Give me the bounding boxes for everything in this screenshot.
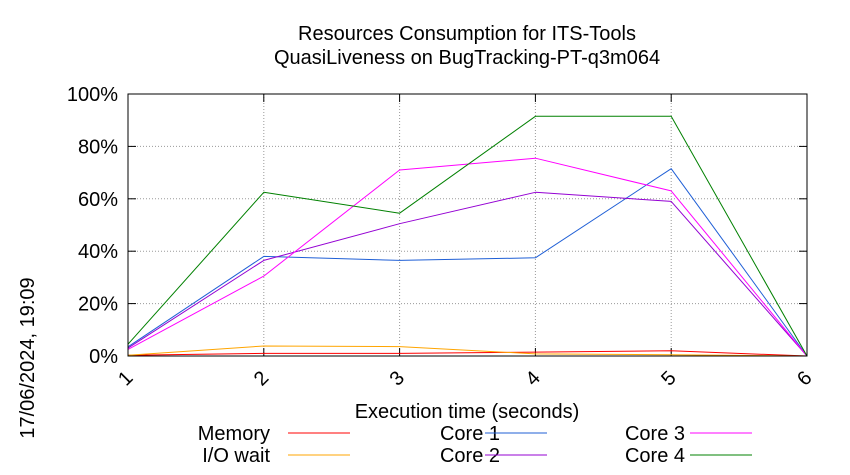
x-tick-label: 4 <box>521 367 544 390</box>
x-tick-label: 5 <box>657 367 680 390</box>
series-line-memory <box>127 350 808 357</box>
x-tick-label: 3 <box>386 367 409 390</box>
y-tick-label: 80% <box>78 136 118 158</box>
series-line-core-4 <box>127 115 808 357</box>
x-tick-label: 2 <box>250 367 273 390</box>
legend-label-core-4: Core 4 <box>625 445 685 467</box>
legend-label-core-1: Core 1 <box>440 423 500 445</box>
series-line-i-o-wait <box>127 345 808 357</box>
legend-label-core-3: Core 3 <box>625 423 685 445</box>
y-tick-label: 60% <box>78 189 118 211</box>
y-tick-label: 20% <box>78 294 118 316</box>
legend-label-core-2: Core 2 <box>440 445 500 467</box>
y-axis-ticks: 0% 20% 40% 60% 80% 100% <box>67 84 807 368</box>
x-tick-label: 6 <box>793 367 816 390</box>
y-tick-label: 100% <box>67 84 118 106</box>
plot-frame <box>127 93 808 357</box>
series-line-core-1 <box>127 168 808 357</box>
legend-label-memory: Memory <box>198 423 270 445</box>
series-line-core-3 <box>127 157 808 357</box>
legend-label-i-o-wait: I/O wait <box>202 445 270 467</box>
timestamp-label: 17/06/2024, 19:09 <box>17 277 39 438</box>
y-tick-label: 0% <box>89 346 118 368</box>
y-tick-label: 40% <box>78 241 118 263</box>
x-tick-label: 1 <box>114 367 137 390</box>
x-axis-label: Execution time (seconds) <box>355 401 580 423</box>
chart-subtitle: QuasiLiveness on BugTracking-PT-q3m064 <box>274 47 660 69</box>
grid-lines <box>128 94 807 356</box>
chart-title: Resources Consumption for ITS-Tools <box>298 23 636 45</box>
series-lines <box>127 115 808 357</box>
series-line-core-2 <box>127 191 808 357</box>
